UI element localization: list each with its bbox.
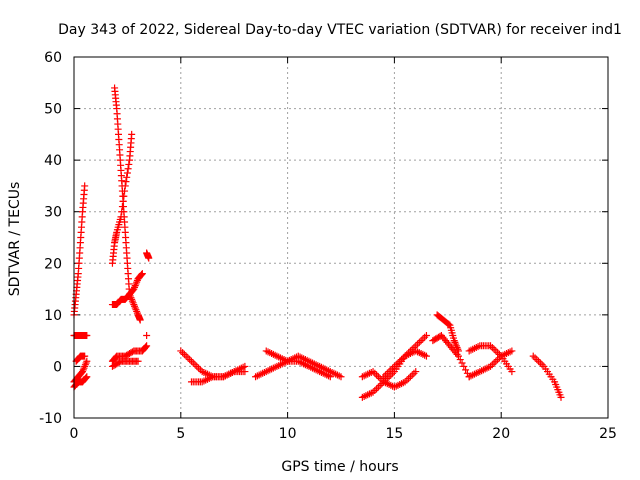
data-point-arc-e	[81, 374, 89, 382]
data-point-arc-h	[138, 270, 146, 278]
grid-lines	[74, 57, 608, 418]
data-point-arc-m	[143, 331, 151, 339]
data-point-arc-g	[124, 165, 132, 173]
y-tick-label: 30	[44, 205, 62, 221]
data-point-arc-i	[127, 294, 135, 302]
data-point-arc-h	[131, 283, 139, 291]
y-tick-labels: -10 0 10 20 30 40 50 60	[39, 50, 62, 427]
data-point-arc-b	[80, 364, 88, 372]
x-axis-label: GPS time / hours	[281, 459, 398, 475]
data-point-arc-g	[119, 197, 127, 205]
data-point-arc-g	[121, 187, 129, 195]
data-point-arc-g	[122, 178, 130, 186]
x-tick-label: 10	[279, 426, 297, 442]
data-point-arc-u	[452, 342, 460, 350]
data-point-arc-i	[128, 295, 136, 303]
x-tick-label: 15	[385, 426, 403, 442]
data-point-arc-a	[81, 182, 89, 190]
y-tick-label: -10	[39, 411, 62, 427]
data-point-arc-h	[133, 278, 141, 286]
data-point-arc-r	[422, 331, 430, 339]
data-point-arc-u	[452, 340, 460, 348]
data-point-arc-o	[241, 362, 249, 370]
data-point-arc-i	[130, 301, 138, 309]
data-point-arc-i	[131, 304, 139, 312]
data-point-arc-g	[118, 208, 126, 216]
data-point-arc-b	[83, 357, 91, 365]
x-tick-label: 5	[176, 426, 185, 442]
data-point-arc-k	[142, 343, 150, 351]
data-point-arc-u	[451, 338, 459, 346]
data-point-arc-y	[557, 393, 565, 401]
data-point-arc-h	[137, 271, 145, 279]
data-point-arc-p	[337, 373, 345, 381]
data-point-arc-t	[422, 352, 430, 360]
y-axis-label: SDTVAR / TECUs	[7, 182, 23, 297]
data-points	[70, 84, 565, 401]
data-point-arc-i	[128, 297, 136, 305]
data-point-arc-s	[412, 368, 420, 376]
data-point-arc-q	[326, 373, 334, 381]
data-point-arc-g	[123, 169, 131, 177]
data-point-arc-k	[141, 344, 149, 352]
data-point-arc-b	[81, 361, 89, 369]
x-tick-label: 20	[492, 426, 510, 442]
data-point-arc-c	[83, 331, 91, 339]
x-tick-label: 0	[70, 426, 79, 442]
y-tick-label: 10	[44, 308, 62, 324]
x-tick-label: 25	[599, 426, 617, 442]
y-tick-label: 20	[44, 256, 62, 272]
data-point-arc-e	[83, 373, 91, 381]
data-point-arc-x	[508, 368, 516, 376]
data-point-arc-g	[123, 173, 131, 181]
data-point-arc-g	[120, 192, 128, 200]
data-point-arc-i	[133, 307, 141, 315]
data-point-arc-g	[118, 203, 126, 211]
x-tick-labels: 0 5 10 15 20 25	[70, 426, 617, 442]
y-tick-label: 40	[44, 153, 62, 169]
data-point-arc-g	[125, 160, 133, 168]
y-tick-label: 0	[53, 359, 62, 375]
data-point-arc-h	[130, 285, 138, 293]
data-point-arc-g	[117, 213, 125, 221]
data-point-arc-b	[79, 366, 87, 374]
data-point-arc-i	[132, 306, 140, 314]
data-point-arc-h	[132, 280, 140, 288]
data-point-arc-e	[82, 374, 90, 382]
data-point-arc-b	[79, 368, 87, 376]
data-point-arc-j	[145, 254, 153, 262]
data-point-arc-h	[138, 270, 146, 278]
data-point-arc-h	[131, 282, 139, 290]
data-point-arc-g	[128, 130, 136, 138]
y-tick-label: 60	[44, 50, 62, 66]
data-point-arc-k	[143, 342, 151, 350]
chart-title: Day 343 of 2022, Sidereal Day-to-day VTE…	[58, 22, 622, 38]
data-point-arc-i	[136, 316, 144, 324]
data-point-arc-b	[82, 359, 90, 367]
data-point-arc-v	[453, 350, 461, 358]
data-point-arc-i	[131, 302, 139, 310]
data-point-arc-g	[121, 182, 129, 190]
data-point-arc-l	[134, 357, 142, 365]
plot-frame	[73, 56, 609, 419]
data-point-arc-i	[129, 299, 137, 307]
data-point-arc-u	[450, 337, 458, 345]
data-point-arc-i	[126, 292, 134, 300]
data-point-arc-w	[508, 347, 516, 355]
data-point-arc-b	[81, 362, 89, 370]
y-tick-label: 50	[44, 102, 62, 118]
data-point-arc-d	[81, 352, 89, 360]
data-point-arc-i	[126, 290, 134, 298]
